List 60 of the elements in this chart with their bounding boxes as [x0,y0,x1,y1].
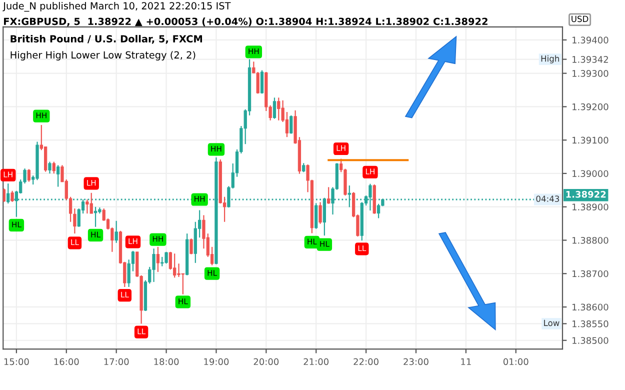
y-tick-label: 1.39100 [572,136,608,144]
y-tick-label: 1.38550 [572,320,608,328]
candlestick [272,97,276,120]
y-tick-label: 1.39000 [572,170,608,178]
text: Higher High Lower Low Strategy (2, 2) [10,51,196,60]
candlestick [44,146,48,172]
text: USD [572,16,588,22]
candlestick [376,203,380,219]
candlestick [260,70,264,94]
candlestick [322,197,326,236]
candlestick [52,161,56,174]
candlestick [156,246,160,272]
candlestick [90,192,93,214]
text: British Pound / U.S. Dollar, 5, FXCM [10,34,202,44]
candlestick [327,186,330,204]
y-tick-label: 1.38500 [572,337,608,344]
x-tick-label: 20:00 [254,358,279,366]
x-tick-label: 11 [461,358,471,365]
candlestick [27,168,30,182]
y-tick-label: 1.38800 [572,236,608,244]
candlestick [302,162,306,173]
y-tick-label: 1.39400 [572,36,608,44]
annotation: Low [544,320,560,326]
candlestick [173,253,176,278]
y-tick-label: 1.38600 [572,304,608,311]
candlestick [190,238,193,255]
candlestick [277,97,280,121]
candlestick [56,164,60,188]
candlestick [10,190,14,202]
x-tick-label: 23:00 [404,358,428,366]
candlestick [152,248,156,283]
y-tick-label: 1.38700 [572,270,608,278]
x-tick-label: 19:00 [204,358,229,366]
x-tick-label: 15:00 [4,358,29,366]
x-tick-label: 01:00 [503,358,528,366]
annotation: 04:43 [536,196,560,202]
candlestick [114,220,118,244]
candlestick [290,114,293,134]
x-tick-label: 22:00 [354,358,378,366]
candlestick [86,198,89,214]
text: FX:GBPUSD, 5 1.38922 ▲ +0.00053 (+0.04%) O:1.38904 H:1.38924 L:1.38902 C:1.38922 [4,18,488,26]
y-tick-label: 1.39200 [572,103,608,110]
x-tick-label: 21:00 [304,358,329,366]
candlestick [48,161,52,174]
ref-line-label: 1.38922 [566,190,606,198]
y-tick-label: 1.39342 [572,56,608,63]
candlestick [73,208,76,234]
candlestick [285,111,289,138]
y-tick-label: 1.38900 [572,204,608,210]
candlestick [6,182,10,204]
y-tick-label: 1.39300 [572,70,608,77]
x-tick-label: 18:00 [154,358,179,366]
candlestick [177,263,180,278]
text: Jude_N published March 10, 2021 22:20:15 IST [2,2,231,12]
x-tick-label: 16:00 [54,358,79,366]
candlestick [256,71,260,94]
candlestick [314,202,318,230]
candlestick [318,202,322,224]
annotation: High [541,55,559,64]
x-tick-label: 17:00 [104,358,129,366]
